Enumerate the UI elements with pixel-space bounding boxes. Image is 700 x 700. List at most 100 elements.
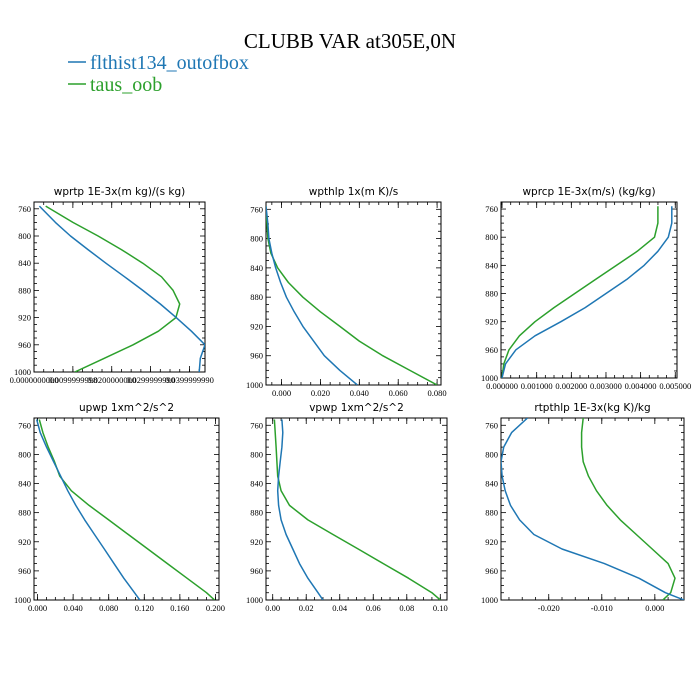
y-tick-label: 840 <box>250 479 263 489</box>
x-tick-label: 0.000000 <box>486 381 518 391</box>
y-tick-label: 1000 <box>14 367 31 377</box>
y-tick-label: 960 <box>250 351 263 361</box>
series-line-flthist134-outofbox <box>35 419 141 600</box>
x-tick-label: 0.003000 <box>590 381 622 391</box>
panel-grid: wprtp 1E-3x(m kg)/(s kg) 760 800 840 880 920 9… <box>10 186 692 613</box>
x-tick-label: 0.000 <box>645 603 664 613</box>
plot-frame <box>33 201 206 373</box>
y-tick-label: 800 <box>18 449 31 459</box>
x-tick-label: 0.200 <box>206 603 225 613</box>
series-line-flthist134-outofbox <box>266 206 358 385</box>
x-tick-label: 0.005000 <box>659 381 691 391</box>
x-tick-label: 0.002000 <box>555 381 587 391</box>
y-tick-label: 1000 <box>246 380 263 390</box>
panel-title: wprtp 1E-3x(m kg)/(s kg) <box>54 186 185 198</box>
x-tick-label: 0.0200000000 <box>87 375 136 385</box>
y-tick-label: 880 <box>250 292 263 302</box>
plot-frame <box>500 417 685 601</box>
y-tick-label: 960 <box>18 340 31 350</box>
x-tick-label: 0.08 <box>399 603 414 613</box>
x-tick-label: 0.06 <box>366 603 381 613</box>
y-tick-label: 920 <box>18 313 31 323</box>
plot-frame <box>33 417 220 601</box>
x-tick-label: 0.001000 <box>521 381 553 391</box>
y-tick-label: 960 <box>485 345 498 355</box>
y-tick-label: 840 <box>18 479 31 489</box>
panel-title: upwp 1xm^2/s^2 <box>79 402 174 414</box>
x-tick-label: 0.040 <box>64 603 83 613</box>
series-line-flthist134-outofbox <box>38 205 205 372</box>
panel-title: wpthlp 1x(m K)/s <box>309 186 399 198</box>
y-tick-label: 760 <box>485 420 498 430</box>
y-tick-label: 800 <box>250 449 263 459</box>
x-tick-label: 0.020 <box>311 388 330 398</box>
y-tick-label: 840 <box>485 479 498 489</box>
y-tick-label: 840 <box>485 260 498 270</box>
panel-2: wpthlp 1x(m K)/s 760 800 840 880 920 960 1000 0.… <box>246 186 447 398</box>
x-tick-label: 0.0299999990 <box>126 375 175 385</box>
x-tick-label: 0.080 <box>99 603 118 613</box>
y-tick-label: 760 <box>250 420 263 430</box>
series-line-taus-oob <box>266 206 438 385</box>
x-tick-label: 0.02 <box>299 603 314 613</box>
x-tick-label: 0.000 <box>272 388 291 398</box>
x-tick-label: 0.040 <box>350 388 369 398</box>
y-tick-label: 1000 <box>481 595 498 605</box>
series-line-taus-oob <box>273 419 441 600</box>
y-tick-label: 920 <box>18 537 31 547</box>
y-tick-label: 1000 <box>246 595 263 605</box>
y-tick-label: 880 <box>18 285 31 295</box>
legend-label-flthist134: flthist134_outofbox <box>90 52 249 74</box>
plot-frame <box>500 201 678 379</box>
panel-3: wprcp 1E-3x(m/s) (kg/kg) 760 800 840 880 920 9… <box>481 186 691 391</box>
y-tick-label: 800 <box>18 231 31 241</box>
y-tick-label: 920 <box>485 317 498 327</box>
y-tick-label: 760 <box>18 204 31 214</box>
x-tick-label: 0.0399999990 <box>165 375 214 385</box>
x-tick-label: 0.060 <box>389 388 408 398</box>
x-tick-label: 0.04 <box>332 603 348 613</box>
y-tick-label: 760 <box>250 204 263 214</box>
y-tick-label: 920 <box>250 321 263 331</box>
x-tick-label: 0.0000000000 <box>10 375 59 385</box>
series-line-taus-oob <box>580 418 676 600</box>
panel-title: wprcp 1E-3x(m/s) (kg/kg) <box>522 186 655 198</box>
series-line-flthist134-outofbox <box>501 418 684 600</box>
y-tick-label: 880 <box>18 508 31 518</box>
y-tick-label: 960 <box>485 566 498 576</box>
y-tick-label: 800 <box>485 449 498 459</box>
y-tick-label: 800 <box>250 234 263 244</box>
y-tick-label: 800 <box>485 232 498 242</box>
series-line-flthist134-outofbox <box>501 206 673 378</box>
legend: flthist134_outofbox taus_oob <box>68 52 249 96</box>
x-tick-label: 0.004000 <box>625 381 657 391</box>
y-tick-label: 920 <box>485 537 498 547</box>
legend-label-taus-oob: taus_oob <box>90 74 162 96</box>
x-tick-label: 0.10 <box>433 603 448 613</box>
x-tick-label: 0.000 <box>28 603 47 613</box>
x-tick-label: -0.010 <box>591 603 613 613</box>
y-tick-label: 1000 <box>481 373 498 383</box>
x-tick-label: -0.020 <box>538 603 560 613</box>
series-line-taus-oob <box>45 205 181 372</box>
series-line-flthist134-outofbox <box>276 419 324 600</box>
panel-title: rtpthlp 1E-3x(kg K)/kg <box>534 402 650 414</box>
y-tick-label: 920 <box>250 537 263 547</box>
y-tick-label: 760 <box>18 420 31 430</box>
y-tick-label: 840 <box>250 263 263 273</box>
x-tick-label: 0.160 <box>170 603 189 613</box>
y-tick-label: 960 <box>18 566 31 576</box>
x-tick-label: 0.00 <box>265 603 280 613</box>
panel-1: wprtp 1E-3x(m kg)/(s kg) 760 800 840 880 920 9… <box>10 186 214 385</box>
y-tick-label: 760 <box>485 204 498 214</box>
panel-5: vpwp 1xm^2/s^2 760 800 840 880 920 960 10000.00… <box>246 402 448 613</box>
y-tick-label: 880 <box>250 508 263 518</box>
y-tick-label: 880 <box>485 289 498 299</box>
y-tick-label: 880 <box>485 508 498 518</box>
series-line-taus-oob <box>501 206 659 378</box>
x-tick-label: 0.120 <box>135 603 154 613</box>
plot-frame <box>265 201 442 386</box>
panel-title: vpwp 1xm^2/s^2 <box>309 402 404 414</box>
panel-4: upwp 1xm^2/s^2 760 800 840 880 920 960 10000.00… <box>14 402 225 613</box>
